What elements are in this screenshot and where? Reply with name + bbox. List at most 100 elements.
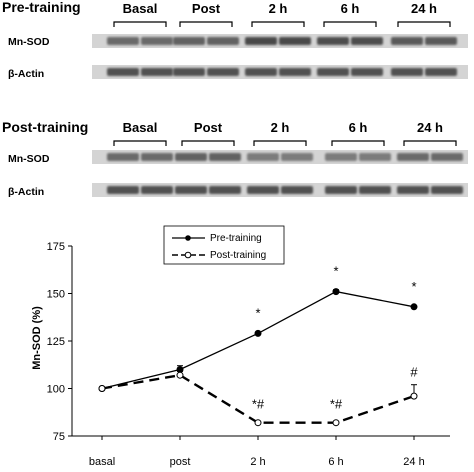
group-labels: Basal Post 2 h 6 h 24 h: [123, 120, 443, 135]
blot-band: [107, 37, 139, 45]
x-tick-label: basal: [89, 456, 115, 468]
significance-marker: *: [333, 264, 338, 279]
blot-band: [325, 186, 357, 194]
x-tick-label: 2 h: [250, 456, 265, 468]
blot-band: [317, 68, 349, 76]
blot-band: [431, 153, 463, 161]
group-bracket: [181, 140, 235, 146]
data-point: [254, 329, 262, 337]
legend-marker-post-training: [184, 251, 192, 259]
row-label-mn-sod: Mn-SOD: [8, 36, 50, 48]
group-bracket: [113, 21, 167, 27]
blot-band: [207, 68, 239, 76]
blot-band: [141, 68, 173, 76]
y-tick-label: 175: [47, 241, 65, 253]
blot-band: [209, 153, 241, 161]
blot-panel-post-training: Post-training Basal Post 2 h 6 h 24 h Mn…: [2, 119, 468, 198]
group-labels: Basal Post 2 h 6 h 24 h: [123, 1, 437, 16]
x-tick-label: 6 h: [328, 456, 343, 468]
significance-marker: *: [255, 305, 260, 320]
blot-band: [107, 186, 139, 194]
blot-panel-pre-training: Pre-training Basal Post 2 h 6 h 24 h Mn-…: [2, 0, 468, 80]
row-label-beta-actin: β-Actin: [8, 68, 44, 80]
group-bracket: [253, 140, 307, 146]
blot-band: [351, 37, 383, 45]
data-point: [410, 392, 418, 400]
data-point: [176, 371, 184, 379]
blot-band: [141, 153, 173, 161]
chart-annotations: * * * *# *# #: [252, 264, 419, 412]
group-label-24h: 24 h: [411, 1, 437, 16]
data-point: [332, 288, 340, 296]
blot-band: [281, 153, 313, 161]
legend-box: [163, 225, 285, 265]
blot-band: [397, 186, 429, 194]
line-chart: 75 100 125 150 175 basal post 2 h 6 h 24 h * * * *# *…: [31, 225, 450, 468]
blot-band: [175, 186, 207, 194]
blot-band: [245, 37, 277, 45]
blot-band: [173, 37, 205, 45]
group-bracket: [331, 140, 385, 146]
group-bracket: [179, 21, 233, 27]
y-tick-label: 75: [53, 431, 65, 443]
x-tick-label: 24 h: [403, 456, 424, 468]
data-point: [410, 303, 418, 311]
blot-title: Post-training: [2, 119, 88, 135]
y-tick-label: 150: [47, 289, 65, 301]
blot-band: [397, 153, 429, 161]
group-label-basal: Basal: [123, 120, 158, 135]
y-tick-label: 125: [47, 336, 65, 348]
group-label-post: Post: [194, 120, 223, 135]
blot-band: [391, 68, 423, 76]
y-tick-label: 100: [47, 384, 65, 396]
group-label-2h: 2 h: [271, 120, 290, 135]
chart-legend: Pre-training Post-training: [163, 225, 285, 265]
blot-band: [279, 68, 311, 76]
blot-title: Pre-training: [2, 0, 81, 15]
blot-band: [207, 37, 239, 45]
blot-band: [359, 186, 391, 194]
data-point: [98, 385, 106, 392]
blot-band: [141, 186, 173, 194]
legend-marker-pre-training: [185, 235, 191, 241]
significance-marker: *#: [252, 397, 265, 412]
blot-band: [209, 186, 241, 194]
group-bracket: [403, 140, 457, 146]
blot-band: [141, 37, 173, 45]
blot-band: [281, 186, 313, 194]
blot-band: [107, 153, 139, 161]
legend-label-pre-training: Pre-training: [210, 233, 262, 244]
group-label-2h: 2 h: [269, 1, 288, 16]
group-bracket: [251, 21, 305, 27]
blot-band: [325, 153, 357, 161]
blot-band: [107, 68, 139, 76]
blot-band: [359, 153, 391, 161]
row-label-beta-actin: β-Actin: [8, 186, 44, 198]
legend-label-post-training: Post-training: [210, 250, 266, 261]
blot-band: [173, 68, 205, 76]
blot-band: [425, 68, 457, 76]
significance-marker: *#: [330, 397, 343, 412]
y-axis-title: Mn-SOD (%): [31, 306, 43, 370]
data-point: [332, 419, 340, 427]
blot-band: [431, 186, 463, 194]
blot-band: [279, 37, 311, 45]
group-label-6h: 6 h: [341, 1, 360, 16]
row-label-mn-sod: Mn-SOD: [8, 153, 50, 165]
chart-series: [98, 288, 418, 427]
blot-band: [317, 37, 349, 45]
group-label-24h: 24 h: [417, 120, 443, 135]
data-point: [254, 419, 262, 427]
significance-marker: *: [411, 279, 416, 294]
group-label-6h: 6 h: [349, 120, 368, 135]
x-tick-label: post: [170, 456, 191, 468]
blot-band: [247, 153, 279, 161]
blot-band: [247, 186, 279, 194]
blot-band: [175, 153, 207, 161]
group-label-basal: Basal: [123, 1, 158, 16]
group-bracket: [323, 21, 377, 27]
series-line-post-training: [101, 373, 415, 424]
chart-axes: 75 100 125 150 175 basal post 2 h 6 h 24 h: [47, 241, 450, 468]
blot-band: [245, 68, 277, 76]
